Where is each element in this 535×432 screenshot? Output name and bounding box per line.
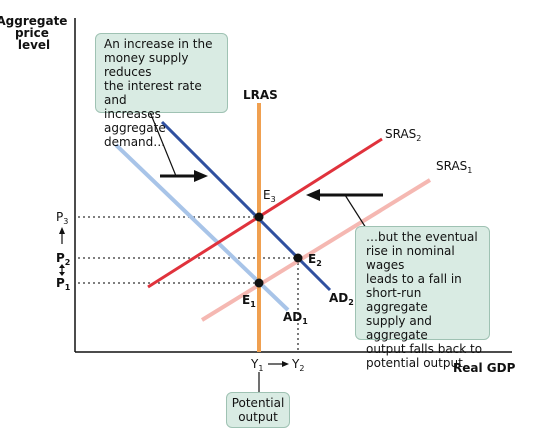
ad2-curve	[160, 120, 332, 292]
sras2-curve	[147, 137, 383, 289]
right-callout-pointer	[344, 194, 367, 229]
lras-label: LRAS	[243, 88, 278, 102]
sras-shift-arrow-head	[306, 189, 320, 201]
potential-output-callout: Potential output	[226, 392, 290, 428]
p1-label: P1	[56, 276, 71, 292]
sras1-curve	[200, 178, 432, 322]
p2-p1-arrowhead-up	[59, 264, 65, 268]
p3-label: P3	[56, 210, 68, 226]
e3-label: E3	[263, 188, 276, 204]
left-callout-pointer	[149, 111, 177, 177]
ad-shift-arrow-head	[194, 170, 208, 182]
e2-label: E2	[308, 252, 322, 268]
x-axis-label: Real GDP	[453, 361, 516, 375]
y1-y2-arrowhead	[282, 361, 289, 367]
p3-up-arrowhead	[59, 227, 65, 234]
money-supply-callout: An increase in the money supply reduces …	[95, 33, 228, 149]
e1-point	[254, 278, 264, 288]
y2-label: Y2	[291, 357, 304, 373]
e3-point	[254, 212, 264, 222]
y-axis-label: Aggregate price level	[0, 14, 72, 52]
nominal-wages-callout: …but the eventual rise in nominal wages …	[355, 226, 490, 370]
y1-label: Y1	[250, 357, 263, 373]
guide-lines	[78, 216, 299, 352]
sras1-label: SRAS1	[436, 159, 472, 175]
e1-label: E1	[242, 293, 256, 309]
p2-label: P2	[56, 251, 70, 267]
ad1-label: AD1	[283, 310, 308, 326]
p2-p1-arrowhead-down	[59, 272, 65, 276]
sras2-label: SRAS2	[385, 127, 421, 143]
e2-point	[293, 253, 303, 263]
ad2-label: AD2	[329, 291, 354, 307]
